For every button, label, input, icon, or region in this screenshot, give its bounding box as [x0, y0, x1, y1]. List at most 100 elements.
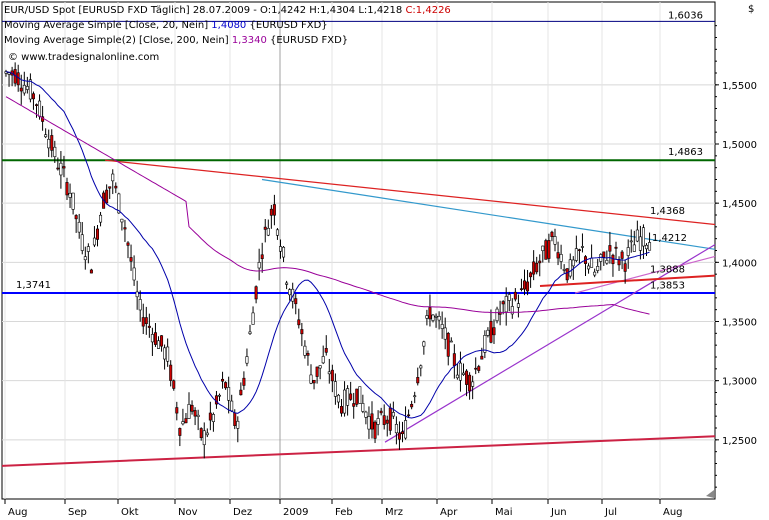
price-label: 1,4212 — [652, 233, 687, 244]
candle-body — [574, 248, 578, 261]
candle-body — [153, 332, 157, 345]
x-tick-label: Nov — [178, 507, 198, 518]
candle-body — [428, 307, 432, 320]
candle-body — [562, 269, 566, 271]
candle-body — [324, 348, 328, 353]
candle-body — [644, 244, 648, 250]
candle-body — [263, 226, 267, 230]
candle-body — [50, 135, 54, 151]
x-tick-label: Aug — [663, 507, 683, 518]
candle-body — [230, 400, 234, 412]
candle-body — [544, 240, 548, 260]
candle-body — [413, 395, 417, 398]
candle-body — [285, 282, 289, 285]
legend: EUR/USD Spot [EURUSD FXD Täglich] 28.07.… — [4, 5, 451, 63]
y-tick-label: 1,4500 — [722, 199, 757, 210]
moving-averages — [5, 71, 650, 419]
candle-body — [565, 268, 569, 281]
candle-body — [513, 291, 517, 300]
candle-body — [138, 299, 142, 311]
candle-body — [385, 419, 389, 424]
candle-body — [275, 229, 279, 236]
y-tick-label: 1,2500 — [722, 436, 757, 447]
price-label: 1,3853 — [650, 281, 685, 292]
candle-body — [135, 291, 139, 298]
legend-price-text: EUR/USD Spot [EURUSD FXD Täglich] 28.07.… — [4, 5, 405, 16]
candle-body — [455, 374, 459, 379]
legend-price-value: C:1,4226 — [405, 5, 450, 16]
candle-body — [629, 240, 633, 243]
candle-body — [431, 314, 435, 321]
candle-body — [529, 272, 533, 278]
candle-body — [532, 261, 536, 275]
candle-body — [47, 138, 51, 149]
candle-body — [288, 289, 292, 296]
candle-body — [397, 432, 401, 440]
candle-body — [25, 86, 29, 90]
candle-body — [22, 85, 26, 94]
candle-body — [105, 189, 109, 204]
candle-body — [489, 320, 493, 343]
candle-body — [568, 259, 572, 277]
candle-body — [233, 412, 237, 426]
candle-body — [38, 100, 42, 117]
support-line-long — [1, 435, 716, 467]
support-line-red-short — [539, 274, 716, 287]
x-tick-label: Mai — [495, 507, 513, 518]
y-tick-label: 1,5500 — [722, 81, 757, 92]
candle-body — [178, 428, 182, 436]
candle-body — [391, 412, 395, 417]
candle-body — [92, 237, 96, 246]
candle-body — [449, 340, 453, 343]
legend-ma20-value: 1,4080 — [211, 20, 246, 31]
candle-body — [541, 245, 545, 252]
candle-body — [68, 192, 72, 198]
candle-body — [190, 404, 194, 412]
candle-body — [129, 257, 133, 262]
candle-body — [269, 208, 273, 216]
candle-body — [150, 334, 154, 343]
x-tick-label: Feb — [335, 507, 353, 518]
candle-body — [468, 374, 472, 392]
candle-body — [7, 72, 11, 75]
candle-body — [157, 340, 161, 349]
candle-body — [96, 228, 100, 240]
candle-body — [44, 134, 48, 138]
candle-body — [303, 345, 307, 356]
candle-body — [407, 414, 411, 417]
candle-body — [239, 389, 243, 396]
x-tick-label: Jun — [550, 507, 567, 518]
candle-body — [638, 236, 642, 251]
candle-body — [126, 242, 130, 246]
candle-body — [614, 246, 618, 249]
candle-body — [648, 242, 652, 251]
candle-body — [605, 259, 609, 264]
x-tick-label: Apr — [440, 507, 458, 518]
candle-body — [251, 312, 255, 325]
candle-body — [608, 245, 612, 252]
y-tick-label: 1,5000 — [722, 140, 757, 151]
candle-body — [306, 353, 310, 356]
candle-body — [132, 267, 136, 281]
candle-body — [486, 329, 490, 336]
candle-body — [77, 221, 81, 233]
resize-grip-icon[interactable] — [706, 490, 714, 498]
candle-body — [300, 329, 304, 335]
legend-ma200-text: Moving Average Simple(2) [Close, 200, Ne… — [4, 35, 232, 46]
price-label: 1,3741 — [16, 280, 51, 291]
plot-frame — [1, 1, 716, 500]
y-tick-label: 1,3500 — [722, 318, 757, 329]
candle-body — [89, 269, 93, 274]
candle-body — [577, 249, 581, 251]
price-label: 1,6036 — [668, 10, 703, 21]
y-axis: 1,5500 1,5000 1,4500 1,4000 1,3500 1,3000 1,25… — [715, 25, 757, 488]
candle-body — [437, 316, 441, 321]
candle-body — [74, 215, 78, 220]
candle-body — [254, 286, 258, 300]
candle-body — [245, 356, 249, 364]
candle-body — [205, 432, 209, 436]
candle-body — [471, 381, 475, 387]
candle-body — [343, 389, 347, 414]
x-tick-label: Mrz — [385, 507, 403, 518]
x-tick-label: Jul — [604, 507, 617, 518]
